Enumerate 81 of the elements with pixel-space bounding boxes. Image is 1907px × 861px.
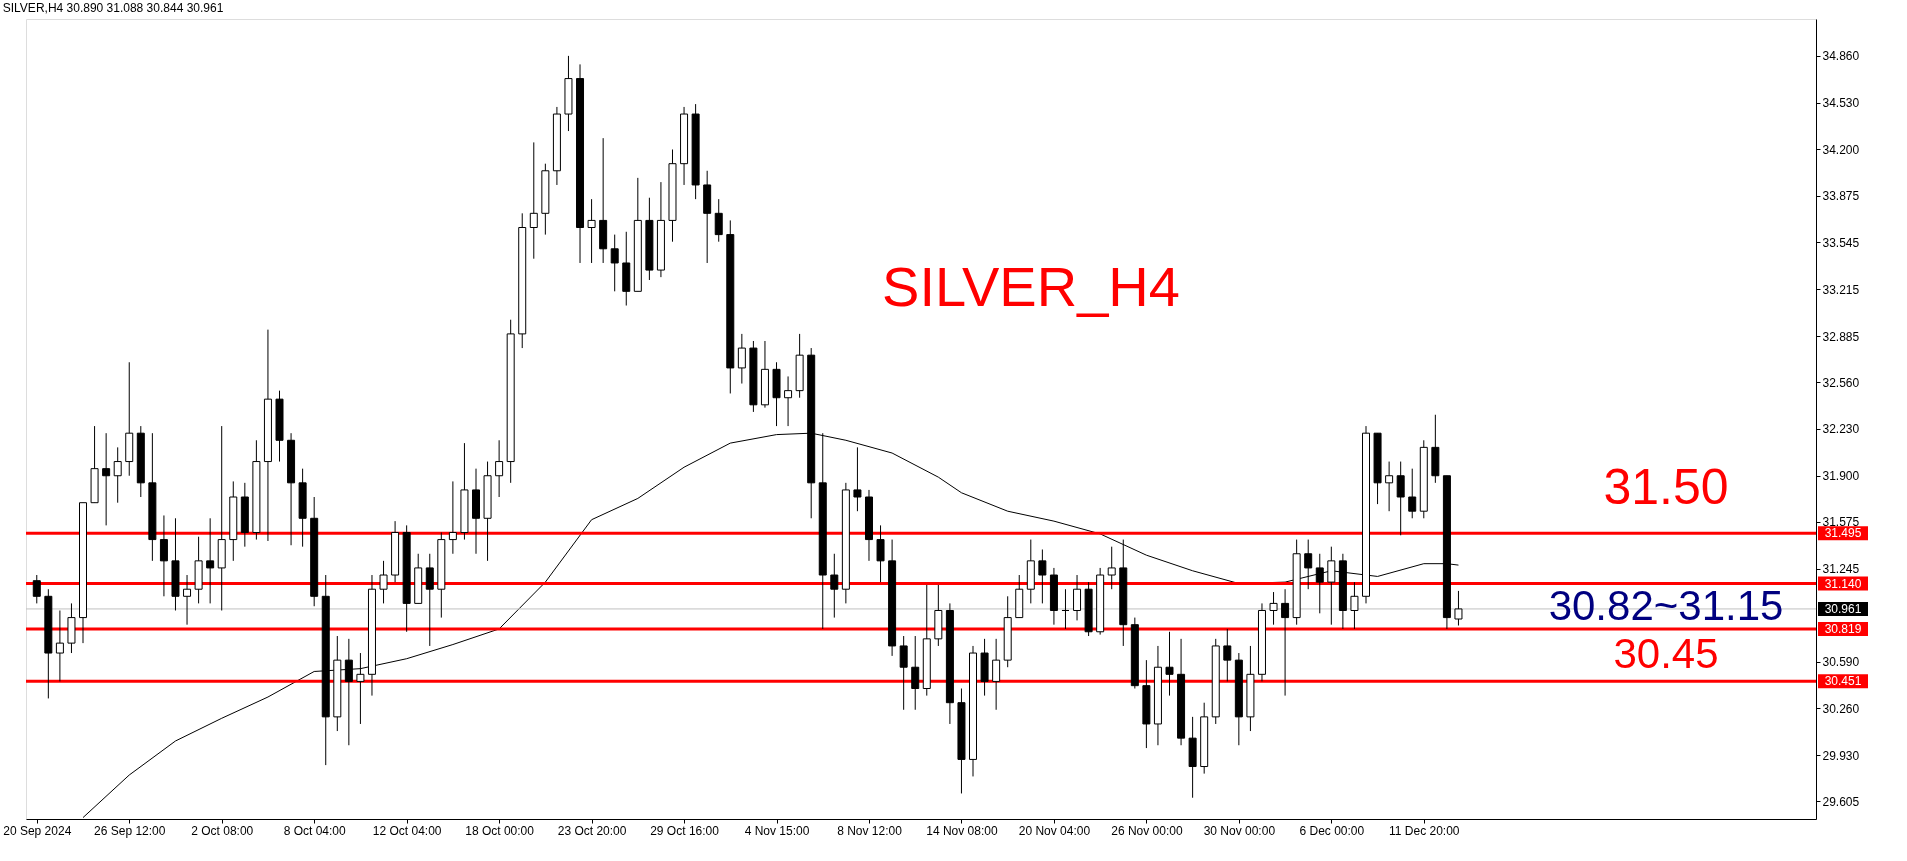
y-tick-label: 34.200 <box>1822 143 1860 157</box>
y-tick-label: 31.900 <box>1822 469 1860 484</box>
x-tick-label: 26 Nov 00:00 <box>1111 823 1183 838</box>
candlestick <box>853 446 862 512</box>
y-tick-label: 32.230 <box>1822 422 1860 437</box>
x-tick-label: 11 Dec 20:00 <box>1389 823 1460 838</box>
candlestick <box>992 638 1001 711</box>
candlestick <box>1396 461 1405 536</box>
candlestick <box>784 375 793 427</box>
annotation: SILVER_H4 <box>882 255 1180 318</box>
candlestick <box>1269 591 1278 626</box>
candlestick <box>529 141 538 260</box>
ref-line-label: 30.819 <box>1824 622 1862 637</box>
x-tick-label: 4 Nov 15:00 <box>744 823 810 838</box>
candlestick <box>1073 574 1082 621</box>
candlestick <box>1327 546 1336 626</box>
candlestick <box>356 652 365 725</box>
y-tick-label: 33.545 <box>1822 235 1860 250</box>
candlestick <box>911 635 920 711</box>
annotation: 31.50 <box>1603 459 1729 515</box>
candlestick <box>32 574 41 604</box>
x-tick-label: 6 Dec 00:00 <box>1299 823 1365 838</box>
candlestick <box>102 432 111 526</box>
candlestick <box>1223 628 1232 682</box>
annotation: 30.45 <box>1613 630 1719 677</box>
candlestick <box>1408 468 1417 519</box>
candlestick <box>830 553 839 619</box>
candlestick <box>183 574 192 626</box>
candlestick <box>448 480 457 555</box>
candlestick <box>587 198 596 264</box>
y-tick-label: 29.605 <box>1822 794 1860 809</box>
y-tick-label: 33.875 <box>1822 189 1860 204</box>
x-tick-label: 29 Oct 16:00 <box>650 823 720 838</box>
x-tick-label: 20 Sep 2024 <box>3 823 72 838</box>
x-tick-label: 12 Oct 04:00 <box>372 823 442 838</box>
y-tick-label: 30.590 <box>1822 655 1860 670</box>
x-tick-label: 14 Nov 08:00 <box>926 823 998 838</box>
y-tick-label: 34.530 <box>1822 96 1860 111</box>
candlestick <box>113 446 122 504</box>
y-tick-label: 31.245 <box>1822 562 1860 577</box>
candlestick <box>1107 546 1116 590</box>
ref-line-label: 30.961 <box>1824 601 1862 616</box>
y-tick-label: 33.215 <box>1822 282 1860 297</box>
x-tick-label: 26 Sep 12:00 <box>94 823 166 838</box>
candlestick <box>876 524 885 583</box>
candlestick <box>1038 549 1047 604</box>
candlestick <box>1315 553 1324 614</box>
y-tick-label: 32.560 <box>1822 375 1860 390</box>
candlestick <box>1454 590 1463 627</box>
x-tick-label: 2 Oct 08:00 <box>191 823 254 838</box>
candlestick <box>425 553 434 647</box>
candlestick <box>159 514 168 597</box>
y-tick-label: 34.860 <box>1822 49 1860 64</box>
y-tick-label: 29.930 <box>1822 748 1860 763</box>
candlestick <box>1350 581 1359 630</box>
x-tick-label: 20 Nov 04:00 <box>1018 823 1091 838</box>
ref-line-label: 30.451 <box>1824 674 1862 689</box>
annotation: 30.82~31.15 <box>1548 582 1784 629</box>
candlestick <box>495 439 504 498</box>
candlestick <box>610 234 619 292</box>
ref-line-label: 31.495 <box>1824 526 1862 541</box>
candlestick <box>55 609 64 682</box>
x-tick-label: 8 Nov 12:00 <box>837 823 903 838</box>
candlestick <box>206 517 215 604</box>
candlestick <box>737 333 746 385</box>
candlestick <box>714 198 723 243</box>
chart-title: SILVER,H4 30.890 31.088 30.844 30.961 <box>2 1 224 15</box>
candlestick <box>1281 588 1290 697</box>
ref-line-label: 31.140 <box>1824 576 1862 591</box>
candlestick <box>379 560 388 604</box>
y-tick-label: 30.260 <box>1822 701 1860 716</box>
x-tick-label: 23 Oct 20:00 <box>557 823 627 838</box>
y-tick-label: 32.885 <box>1822 329 1860 344</box>
candlestick <box>1304 539 1313 590</box>
candlestick <box>344 638 353 746</box>
x-tick-label: 30 Nov 00:00 <box>1203 823 1276 838</box>
candlestick <box>899 635 908 711</box>
candlestick <box>1385 461 1394 512</box>
candlestick <box>1165 631 1174 697</box>
x-tick-label: 8 Oct 04:00 <box>283 823 347 838</box>
x-tick-label: 18 Oct 00:00 <box>465 823 535 838</box>
